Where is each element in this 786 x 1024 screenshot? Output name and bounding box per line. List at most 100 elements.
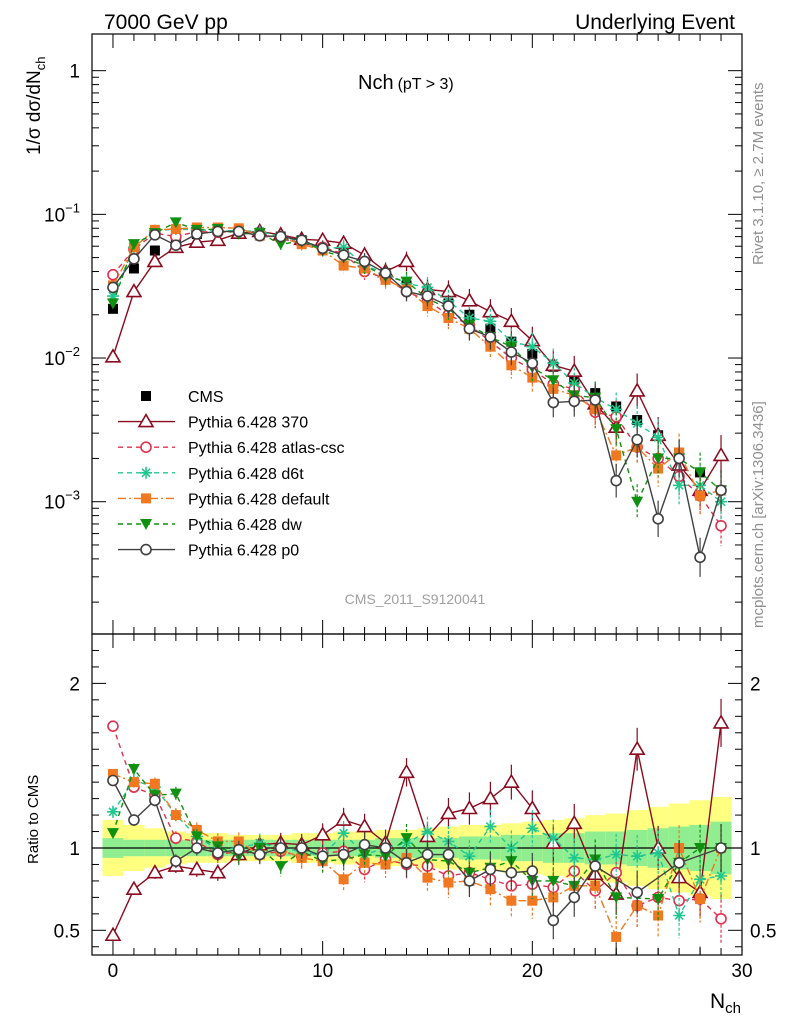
main-axis-ticks: 110−110−210−3 xyxy=(44,34,743,634)
data-point xyxy=(209,231,227,247)
data-point xyxy=(358,255,371,268)
data-point xyxy=(314,826,332,841)
data-point xyxy=(652,846,665,859)
data-point xyxy=(127,239,140,251)
data-point xyxy=(274,861,287,873)
data-point xyxy=(673,452,685,465)
series-line xyxy=(112,779,722,918)
ratio-y-axis-label: Ratio to CMS xyxy=(25,775,42,864)
data-point xyxy=(484,331,497,343)
data-point xyxy=(440,804,457,820)
plot-title-sub: (pT > 3) xyxy=(398,76,454,93)
data-point xyxy=(128,814,140,826)
legend-item: Pythia 6.428 dw xyxy=(118,517,302,534)
data-point xyxy=(547,357,560,370)
data-point xyxy=(295,842,308,854)
data-point xyxy=(715,869,728,882)
data-point xyxy=(484,863,497,876)
series-line xyxy=(112,221,722,504)
data-point xyxy=(568,851,581,864)
x-tick-label: 30 xyxy=(731,961,752,982)
series-6 xyxy=(107,225,727,577)
data-point xyxy=(589,860,602,872)
data-point xyxy=(715,484,727,497)
data-point xyxy=(611,450,622,461)
data-point xyxy=(547,914,560,927)
data-point xyxy=(652,513,664,525)
legend-marker xyxy=(140,466,152,479)
y-tick-label-exp: −3 xyxy=(65,488,80,503)
data-point xyxy=(527,372,538,383)
y-tick-label-base: 10 xyxy=(44,205,65,226)
main-series-group xyxy=(104,217,730,577)
ratio-y-tick-label: 2 xyxy=(69,674,80,695)
legend-label: Pythia 6.428 default xyxy=(188,491,330,508)
main-plot-panel: 110−110−210−3 xyxy=(44,33,743,635)
data-point xyxy=(485,884,496,895)
legend-marker xyxy=(141,493,151,504)
data-point xyxy=(694,843,707,854)
data-point xyxy=(631,496,644,508)
data-point xyxy=(502,773,520,788)
ratio-y-tick-label: 1 xyxy=(750,839,761,860)
data-point xyxy=(568,377,581,390)
data-point xyxy=(547,832,560,845)
data-point xyxy=(398,252,415,268)
series-line xyxy=(112,725,722,920)
data-point xyxy=(149,229,161,241)
data-point xyxy=(628,740,646,756)
rivet-version-label: Rivet 3.1.10, ≥ 2.7M events xyxy=(750,83,767,266)
data-point xyxy=(274,230,287,243)
header-right: Underlying Event xyxy=(575,11,735,34)
data-point xyxy=(422,872,433,883)
legend-label: Pythia 6.428 atlas-csc xyxy=(188,440,345,457)
data-point xyxy=(610,848,623,861)
data-point xyxy=(104,348,122,363)
data-point xyxy=(400,857,413,869)
data-point xyxy=(631,433,643,446)
data-point xyxy=(170,832,182,844)
data-point xyxy=(337,249,350,261)
data-point xyxy=(356,818,373,833)
data-point xyxy=(274,239,287,251)
data-point xyxy=(523,799,541,815)
data-point xyxy=(695,490,706,501)
ratio-series-5 xyxy=(107,774,727,955)
data-point xyxy=(694,551,706,564)
data-point xyxy=(149,778,160,789)
data-point xyxy=(400,285,413,298)
data-point xyxy=(694,467,707,479)
data-point xyxy=(146,252,164,268)
data-point xyxy=(610,474,622,487)
y-axis-label: 1/σ dσ/dNch xyxy=(24,57,48,155)
ratio-y-tick-label: 0.5 xyxy=(54,921,80,942)
data-point xyxy=(610,892,623,904)
legend-marker xyxy=(141,391,151,401)
data-point xyxy=(652,431,665,444)
data-point xyxy=(338,260,349,271)
data-point xyxy=(505,842,518,854)
ratio-y-tick-label: 1 xyxy=(69,839,80,860)
data-point xyxy=(337,241,350,254)
data-point xyxy=(526,865,539,877)
data-point xyxy=(547,375,560,387)
data-point xyxy=(398,763,415,779)
data-point xyxy=(589,394,602,406)
y-axis-label-sub: ch xyxy=(33,57,48,71)
y-tick-label: 10−3 xyxy=(44,488,80,514)
x-axis-label-sub: ch xyxy=(725,1000,741,1017)
legend-item: Pythia 6.428 d6t xyxy=(118,466,304,483)
data-point xyxy=(253,229,266,242)
legend-marker xyxy=(137,413,155,428)
data-point xyxy=(715,912,727,925)
data-point xyxy=(274,842,287,854)
series-line xyxy=(112,228,722,503)
data-point xyxy=(188,233,206,248)
series-line xyxy=(112,773,722,939)
data-point xyxy=(526,340,539,353)
y-tick-label-base: 1 xyxy=(69,62,80,83)
data-point xyxy=(170,855,182,867)
data-point xyxy=(379,842,392,854)
data-point xyxy=(712,446,730,462)
